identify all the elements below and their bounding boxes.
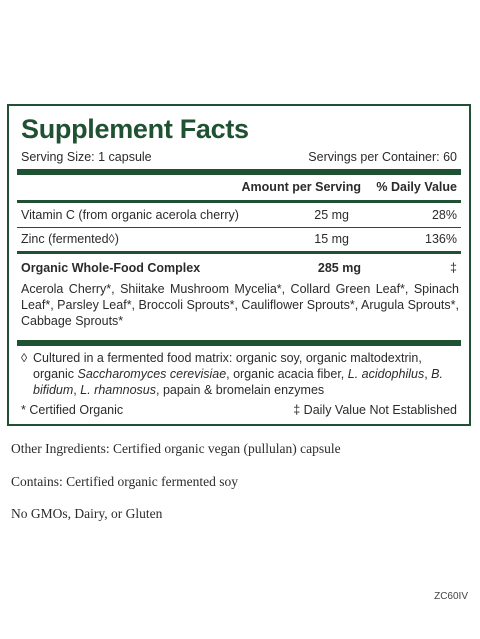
other-ingredients: Other Ingredients: Certified organic veg… [11, 441, 341, 456]
thick-divider [17, 340, 461, 346]
row-name: Vitamin C (from organic acerola cherry) [21, 208, 239, 222]
footnote-mark: ◊ [21, 351, 28, 365]
row-amount: 15 mg [314, 232, 349, 246]
supplement-facts-panel: Supplement Facts Serving Size: 1 capsule… [7, 104, 471, 426]
complex-ingredients: Acerola Cherry*, Shiitake Mushroom Mycel… [21, 282, 459, 328]
product-code: ZC60IV [434, 591, 468, 602]
certified-organic-note: * Certified Organic [21, 403, 124, 417]
thick-divider [17, 169, 461, 175]
serving-size: Serving Size: 1 capsule [21, 150, 152, 164]
servings-per-container: Servings per Container: 60 [308, 150, 457, 164]
row-divider [17, 227, 461, 228]
medium-divider [17, 251, 461, 254]
daily-value-note: ‡ Daily Value Not Established [293, 403, 457, 417]
panel-title: Supplement Facts [21, 114, 249, 144]
dv-header: % Daily Value [376, 180, 457, 194]
row-dv: 28% [431, 208, 457, 222]
complex-name: Organic Whole-Food Complex [21, 261, 201, 275]
medium-divider [17, 200, 461, 203]
row-name: Zinc (fermented◊) [21, 232, 119, 246]
row-amount: 25 mg [314, 208, 349, 222]
complex-dv: ‡ [450, 261, 457, 275]
cultured-footnote: ◊ Cultured in a fermented food matrix: o… [21, 351, 443, 397]
free-of-statement: No GMOs, Dairy, or Gluten [11, 506, 163, 521]
row-dv: 136% [425, 232, 457, 246]
contains-statement: Contains: Certified organic fermented so… [11, 474, 238, 489]
complex-amount: 285 mg [317, 261, 361, 275]
amount-header: Amount per Serving [241, 180, 361, 194]
